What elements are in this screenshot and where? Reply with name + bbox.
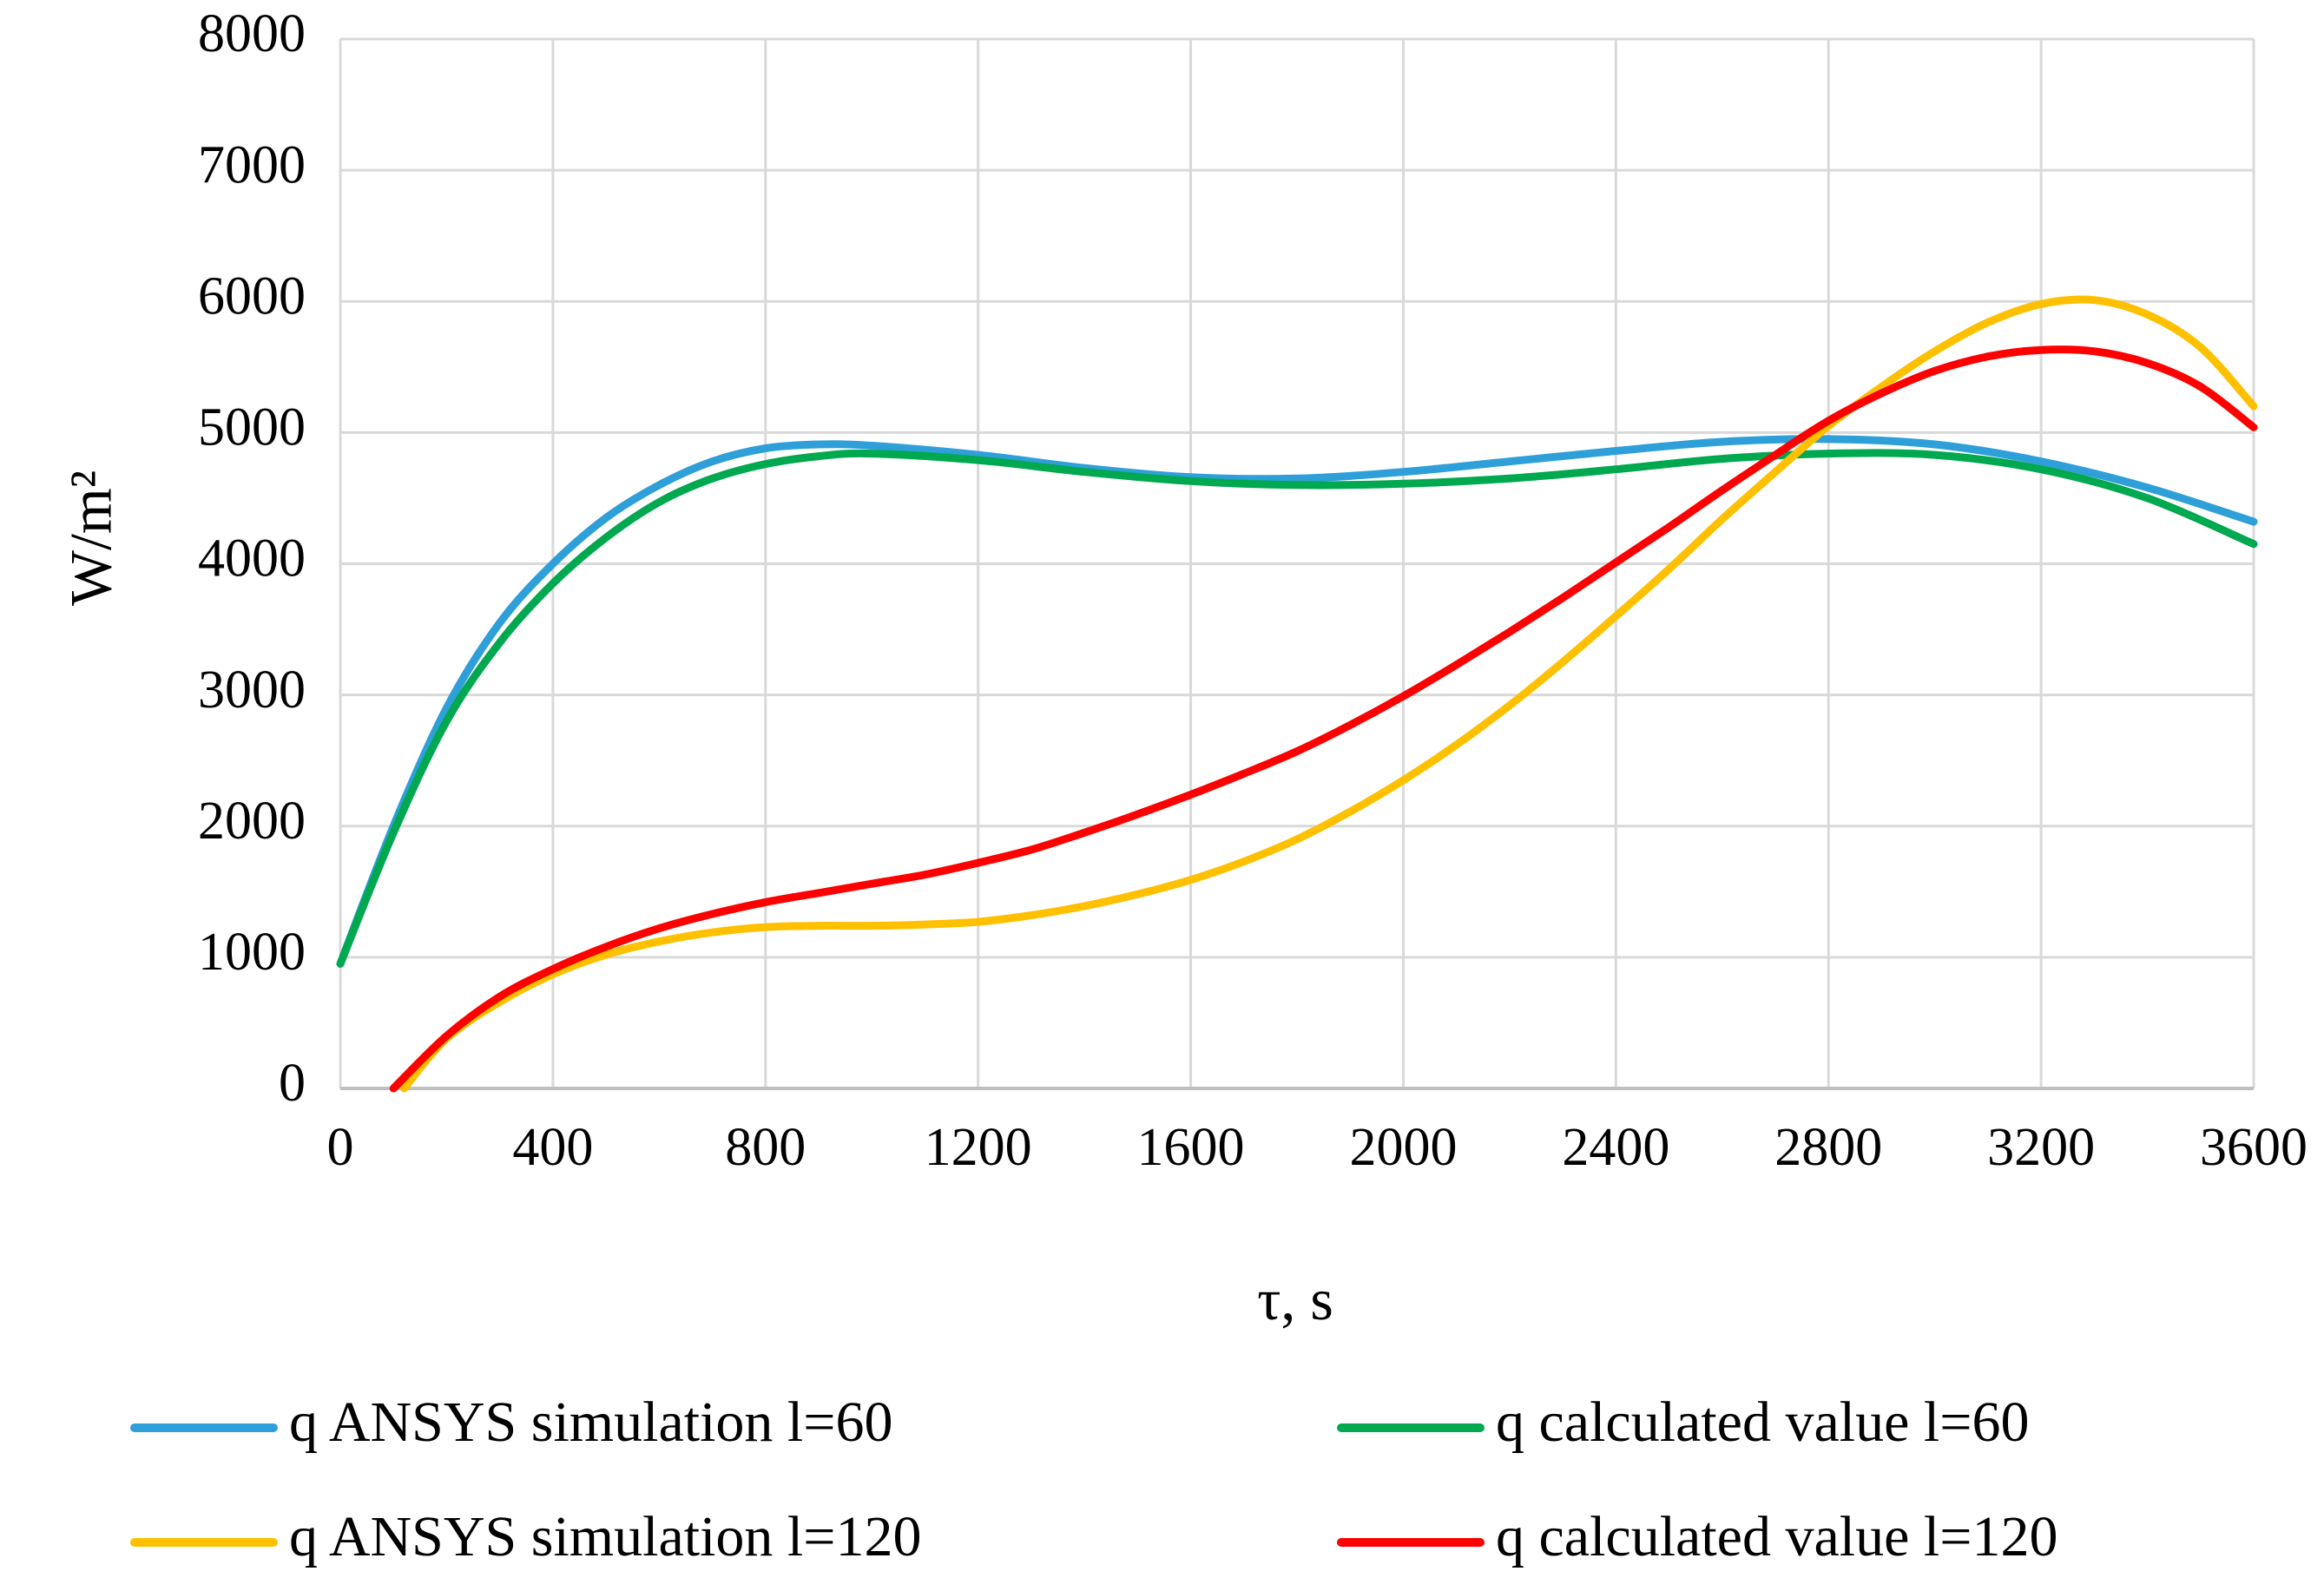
legend-label: q calculated value l=60 [1496,1390,2029,1454]
grid-lines [339,37,2255,1088]
x-tick-label: 0 [327,1118,354,1177]
y-axis-title: W/m² [58,470,124,606]
legend-entry: q calculated value l=60 [1337,1390,2029,1454]
legend: q ANSYS simulation l=60 q calculated valu… [130,1390,2057,1568]
y-tick-label: 1000 [198,923,306,982]
series-calculated-l60 [336,449,2258,968]
y-tick-label: 7000 [198,135,306,194]
y-tick-label: 4000 [198,529,306,588]
series-lines [336,295,2258,1093]
legend-entry: q calculated value l=120 [1337,1505,2057,1568]
series-calculated-l120 [389,345,2258,1093]
y-tick-label: 8000 [198,4,306,63]
y-tick-label: 5000 [198,398,306,457]
y-tick-label: 6000 [198,266,306,325]
x-axis-title: τ, s [1257,1266,1333,1332]
series-ansys-l120 [400,295,2258,1093]
x-tick-label: 800 [725,1118,806,1177]
x-tick-label: 400 [512,1118,593,1177]
legend-label: q calculated value l=120 [1496,1505,2057,1568]
x-tick-label: 1200 [925,1118,1032,1177]
legend-entry: q ANSYS simulation l=120 [130,1505,921,1568]
y-tick-label: 2000 [198,792,306,851]
y-tick-label: 3000 [198,661,306,720]
x-tick-label: 3600 [2200,1118,2308,1177]
x-tick-label: 2000 [1349,1118,1457,1177]
legend-label: q ANSYS simulation l=60 [289,1390,892,1454]
x-tick-label: 3200 [1987,1118,2095,1177]
x-tick-label: 2800 [1774,1118,1882,1177]
legend-label: q ANSYS simulation l=120 [289,1505,921,1568]
tick-labels: 0 1000 2000 3000 4000 5000 6000 7000 8000 0 400 800… [198,4,2308,1177]
y-tick-label: 0 [279,1054,306,1113]
x-tick-label: 2400 [1562,1118,1669,1177]
legend-entry: q ANSYS simulation l=60 [130,1390,892,1454]
x-tick-label: 1600 [1137,1118,1245,1177]
